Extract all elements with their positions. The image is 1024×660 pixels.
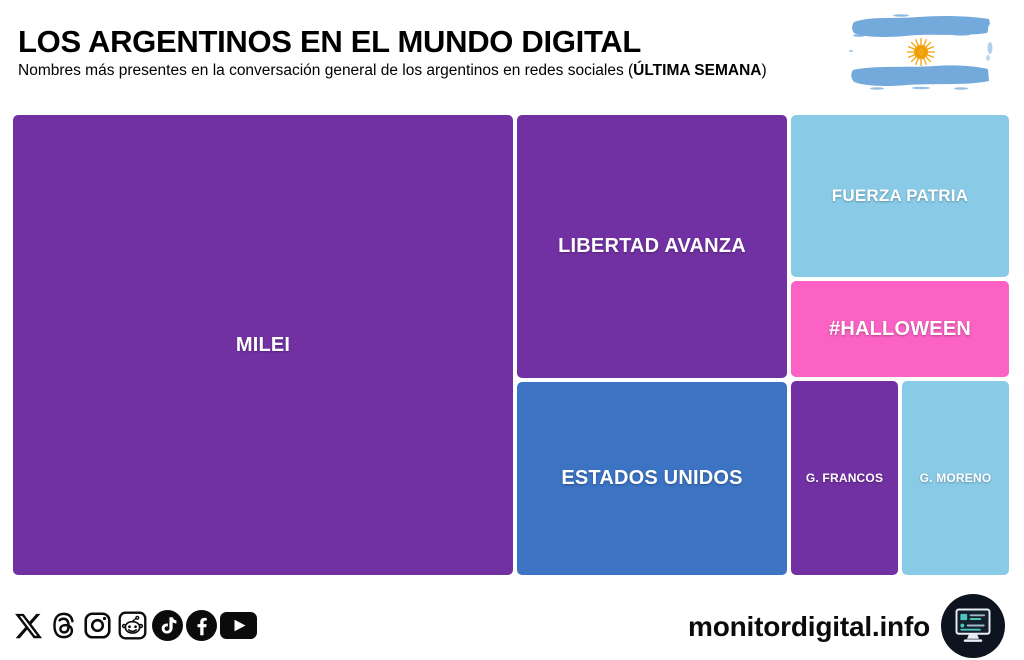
treemap-block-libertad-avanza: LIBERTAD AVANZA — [517, 115, 787, 378]
page-subtitle: Nombres más presentes en la conversación… — [18, 62, 767, 80]
subtitle-suffix: ) — [761, 62, 767, 79]
x-twitter-icon — [12, 611, 45, 641]
treemap-block-label: #HALLOWEEN — [829, 317, 971, 340]
monitor-logo-icon — [940, 593, 1006, 659]
treemap-block-milei: MILEI — [13, 115, 513, 575]
treemap-block-label: LIBERTAD AVANZA — [558, 235, 746, 257]
social-icons-row — [12, 609, 257, 642]
treemap-block-g-moreno: G. MORENO — [902, 381, 1009, 575]
argentina-flag-icon — [843, 8, 999, 100]
youtube-icon — [220, 612, 257, 639]
treemap-block-halloween: #HALLOWEEN — [791, 281, 1009, 377]
tiktok-icon — [152, 610, 183, 641]
subtitle-highlight: ÚLTIMA SEMANA — [633, 62, 762, 79]
sun-of-may-icon — [907, 38, 935, 66]
facebook-icon — [186, 610, 217, 641]
treemap-block-g-francos: G. FRANCOS — [791, 381, 898, 575]
treemap-block-estados-unidos: ESTADOS UNIDOS — [517, 382, 787, 575]
treemap-block-label: ESTADOS UNIDOS — [561, 467, 743, 489]
brand-text: monitordigital.info — [688, 611, 930, 642]
threads-icon — [48, 610, 79, 641]
page-title: LOS ARGENTINOS EN EL MUNDO DIGITAL — [18, 24, 642, 59]
instagram-icon — [82, 610, 113, 641]
treemap-block-label: G. MORENO — [919, 471, 992, 485]
treemap-block-label: FUERZA PATRIA — [831, 186, 969, 205]
treemap-block-label: MILEI — [235, 333, 291, 356]
treemap-block-fuerza-patria: FUERZA PATRIA — [791, 115, 1009, 277]
treemap-block-label: G. FRANCOS — [805, 471, 884, 485]
reddit-icon — [116, 609, 149, 642]
subtitle-prefix: Nombres más presentes en la conversación… — [18, 62, 634, 79]
